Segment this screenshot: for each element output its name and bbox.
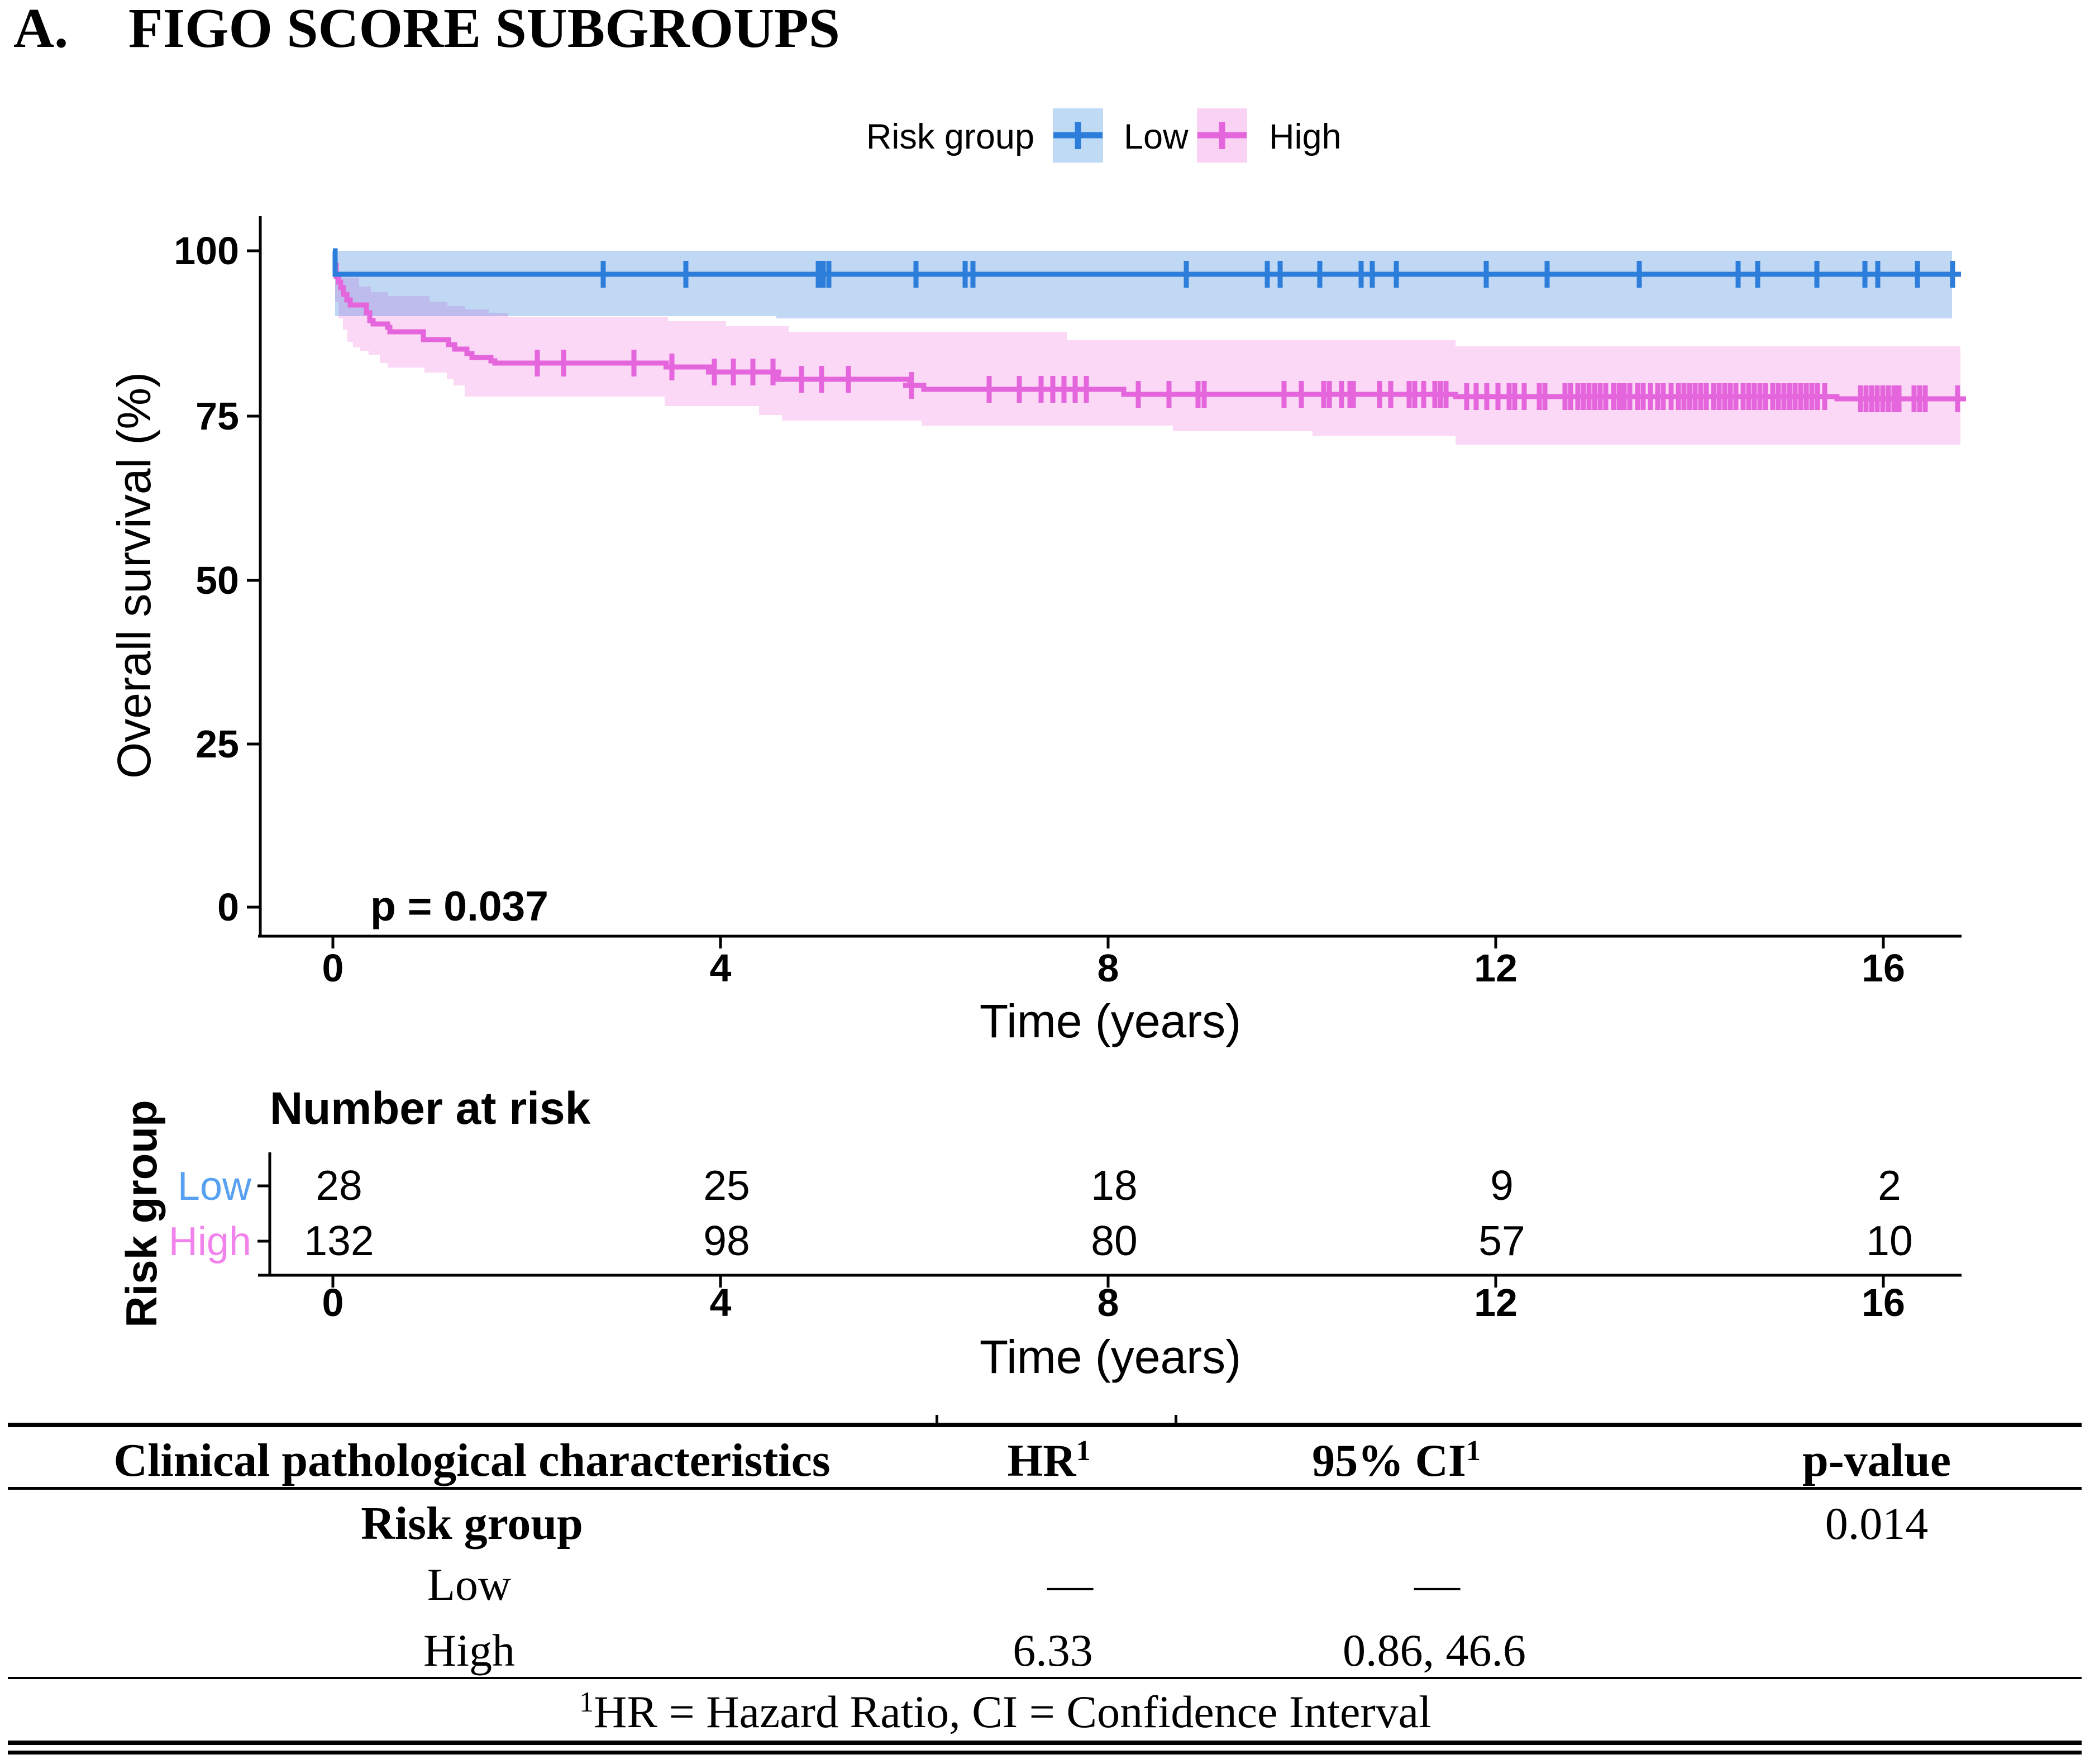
svg-text:0: 0 xyxy=(217,885,239,929)
svg-text:High: High xyxy=(1269,117,1342,156)
svg-text:Time (years): Time (years) xyxy=(980,1331,1241,1383)
svg-text:0: 0 xyxy=(322,946,344,990)
svg-text:9: 9 xyxy=(1490,1162,1514,1209)
svg-text:50: 50 xyxy=(195,559,239,602)
svg-text:Number at risk: Number at risk xyxy=(270,1083,591,1134)
svg-text:6.33: 6.33 xyxy=(1013,1625,1093,1676)
svg-text:10: 10 xyxy=(1866,1217,1912,1264)
svg-text:8: 8 xyxy=(1098,1281,1119,1324)
svg-text:8: 8 xyxy=(1098,946,1119,990)
svg-text:100: 100 xyxy=(174,229,239,273)
svg-text:Low: Low xyxy=(178,1164,252,1209)
svg-text:0: 0 xyxy=(322,1281,344,1324)
svg-text:12: 12 xyxy=(1474,1281,1518,1324)
svg-text:98: 98 xyxy=(703,1217,750,1264)
svg-text:Overall survival (%): Overall survival (%) xyxy=(108,372,160,779)
svg-text:4: 4 xyxy=(710,946,732,990)
svg-text:—: — xyxy=(1047,1559,1094,1610)
svg-text:A.: A. xyxy=(13,0,68,59)
svg-text:0.014: 0.014 xyxy=(1825,1498,1929,1549)
svg-text:80: 80 xyxy=(1091,1217,1137,1264)
svg-text:Clinical pathological characte: Clinical pathological characteristics xyxy=(113,1434,830,1486)
svg-text:Low: Low xyxy=(1124,117,1189,156)
svg-text:p = 0.037: p = 0.037 xyxy=(370,883,548,929)
svg-text:25: 25 xyxy=(703,1162,750,1209)
svg-text:p-value: p-value xyxy=(1802,1434,1951,1486)
svg-text:—: — xyxy=(1414,1559,1461,1610)
svg-text:Risk group: Risk group xyxy=(361,1498,583,1550)
svg-text:95% CI1: 95% CI1 xyxy=(1312,1435,1481,1486)
svg-text:Risk group: Risk group xyxy=(117,1100,166,1327)
svg-text:25: 25 xyxy=(195,722,239,766)
svg-text:Low: Low xyxy=(427,1559,511,1610)
svg-text:28: 28 xyxy=(316,1162,362,1209)
svg-text:2: 2 xyxy=(1878,1162,1901,1209)
svg-text:75: 75 xyxy=(195,394,239,438)
svg-text:4: 4 xyxy=(710,1281,732,1324)
svg-text:FIGO SCORE SUBGROUPS: FIGO SCORE SUBGROUPS xyxy=(128,0,840,59)
svg-text:57: 57 xyxy=(1478,1217,1525,1264)
svg-text:0.86, 46.6: 0.86, 46.6 xyxy=(1343,1625,1526,1676)
svg-text:High: High xyxy=(423,1625,515,1676)
svg-text:Time (years): Time (years) xyxy=(980,995,1241,1047)
svg-text:18: 18 xyxy=(1091,1162,1137,1209)
svg-text:1HR = Hazard Ratio, CI = Confi: 1HR = Hazard Ratio, CI = Confidence Inte… xyxy=(579,1686,1431,1737)
svg-text:12: 12 xyxy=(1474,946,1518,990)
svg-text:16: 16 xyxy=(1862,1281,1905,1324)
svg-text:High: High xyxy=(169,1219,251,1264)
svg-text:Risk group: Risk group xyxy=(866,117,1034,156)
svg-text:132: 132 xyxy=(304,1217,374,1264)
svg-text:16: 16 xyxy=(1862,946,1905,990)
